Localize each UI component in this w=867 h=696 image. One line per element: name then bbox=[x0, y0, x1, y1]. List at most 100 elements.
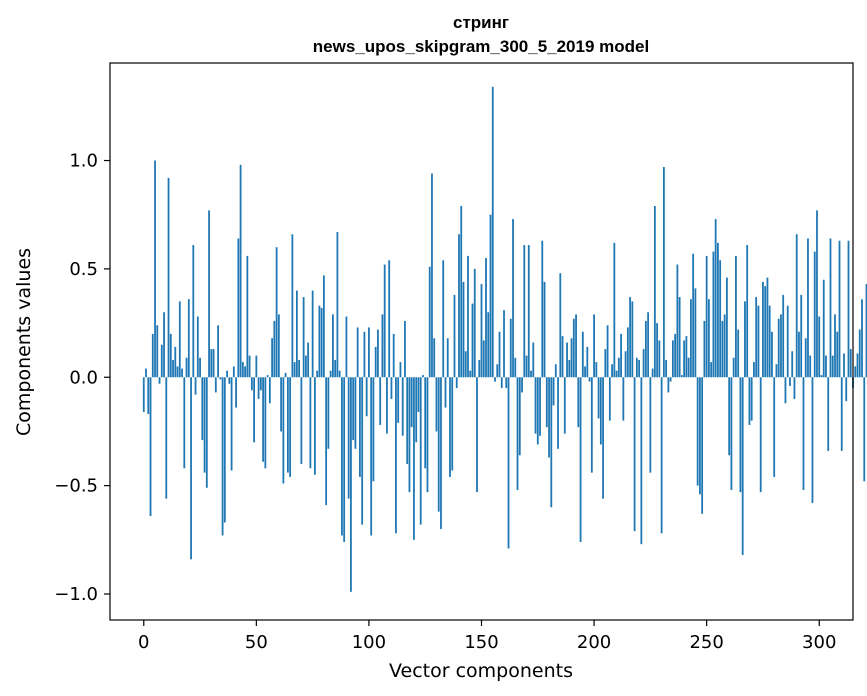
bar bbox=[696, 377, 699, 486]
bar bbox=[577, 377, 580, 428]
bar bbox=[624, 351, 627, 378]
bar bbox=[838, 240, 841, 378]
bar bbox=[647, 312, 650, 378]
bar bbox=[363, 331, 366, 378]
bar bbox=[487, 312, 490, 378]
bar bbox=[597, 377, 600, 419]
bar bbox=[217, 325, 219, 378]
bar bbox=[775, 364, 778, 378]
bar bbox=[282, 377, 285, 484]
bar bbox=[827, 377, 830, 451]
bar bbox=[730, 377, 733, 490]
bar bbox=[437, 377, 440, 512]
bar bbox=[458, 234, 460, 378]
bar bbox=[545, 377, 548, 428]
bar bbox=[253, 377, 255, 443]
bar bbox=[295, 290, 298, 378]
bar bbox=[683, 340, 686, 378]
bar bbox=[374, 346, 377, 378]
bar bbox=[350, 377, 352, 592]
bar bbox=[392, 333, 395, 378]
bar bbox=[235, 377, 237, 408]
bar bbox=[473, 268, 476, 378]
bar bbox=[208, 210, 210, 378]
bar bbox=[539, 377, 541, 436]
bar bbox=[764, 286, 767, 378]
bar bbox=[187, 299, 190, 378]
bar bbox=[163, 312, 165, 378]
bar bbox=[505, 377, 508, 389]
bar bbox=[658, 340, 661, 378]
bar bbox=[464, 351, 467, 378]
bar bbox=[744, 301, 746, 378]
bar bbox=[599, 377, 602, 445]
bar bbox=[777, 318, 780, 378]
bar bbox=[748, 377, 751, 425]
bar bbox=[800, 294, 803, 378]
bar bbox=[550, 377, 553, 508]
bar bbox=[386, 377, 388, 434]
bar bbox=[221, 377, 224, 536]
bar bbox=[741, 377, 744, 555]
bar bbox=[532, 342, 535, 378]
bar bbox=[219, 377, 222, 380]
bar bbox=[381, 314, 384, 378]
bar bbox=[642, 349, 645, 378]
bar bbox=[467, 255, 469, 378]
bar bbox=[536, 377, 539, 445]
bar bbox=[230, 377, 233, 471]
bar bbox=[320, 307, 323, 378]
bar bbox=[433, 338, 436, 378]
bar bbox=[489, 214, 492, 378]
bar bbox=[455, 377, 458, 389]
bar bbox=[561, 336, 564, 378]
bar bbox=[822, 279, 825, 378]
bar bbox=[232, 366, 235, 378]
bar bbox=[304, 355, 307, 378]
bar bbox=[172, 359, 174, 378]
bar bbox=[813, 251, 816, 378]
bar bbox=[559, 273, 562, 378]
bar bbox=[518, 377, 521, 456]
bar bbox=[671, 340, 674, 378]
bar bbox=[651, 368, 654, 378]
bar bbox=[750, 377, 753, 421]
bar bbox=[714, 219, 717, 378]
bar bbox=[313, 377, 316, 475]
bar bbox=[507, 377, 510, 549]
bar bbox=[379, 377, 382, 425]
bar bbox=[341, 377, 343, 536]
bar bbox=[674, 333, 677, 378]
bar bbox=[293, 362, 296, 378]
bar bbox=[372, 377, 375, 482]
bar bbox=[590, 377, 593, 473]
x-tick-label: 100 bbox=[352, 632, 386, 653]
bar bbox=[345, 316, 348, 378]
bar bbox=[572, 318, 575, 378]
bar bbox=[595, 362, 598, 378]
bar bbox=[365, 377, 368, 417]
bar bbox=[563, 377, 566, 434]
bar bbox=[726, 277, 728, 378]
bar bbox=[444, 377, 447, 408]
bar bbox=[165, 377, 168, 499]
y-tick-label: −1.0 bbox=[54, 584, 98, 605]
bar bbox=[541, 240, 544, 378]
bar bbox=[277, 314, 280, 378]
bar bbox=[259, 377, 262, 391]
bar bbox=[656, 323, 659, 378]
bar bbox=[771, 331, 773, 378]
bar bbox=[735, 255, 737, 378]
plot-frame bbox=[109, 62, 854, 621]
bar bbox=[791, 351, 794, 378]
bar bbox=[782, 294, 785, 378]
bar bbox=[451, 377, 454, 471]
bar bbox=[793, 377, 796, 399]
bar bbox=[390, 377, 393, 399]
bar bbox=[370, 377, 373, 536]
bar bbox=[332, 314, 334, 378]
bar bbox=[762, 281, 764, 378]
bar bbox=[194, 377, 197, 395]
bar bbox=[151, 333, 154, 378]
